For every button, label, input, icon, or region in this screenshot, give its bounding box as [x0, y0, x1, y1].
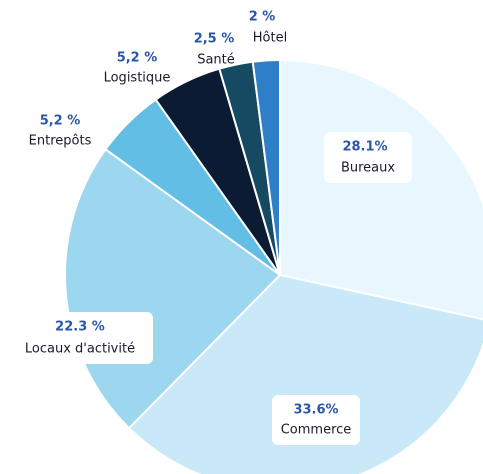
category-label: Logistique — [104, 71, 171, 86]
value-label: 2 % — [249, 10, 276, 25]
category-label: Hôtel — [253, 31, 287, 46]
pie-slice — [127, 273, 483, 474]
label-box — [272, 395, 360, 445]
category-label: Entrepôts — [29, 134, 92, 149]
label-box — [7, 312, 153, 364]
label-box — [324, 132, 412, 183]
category-label: Bureaux — [341, 161, 395, 176]
pie-slice — [279, 58, 483, 321]
category-label: Commerce — [281, 423, 352, 438]
value-label: 2,5 % — [194, 32, 235, 47]
value-label: 22.3 % — [55, 320, 105, 335]
value-label: 5,2 % — [117, 51, 158, 66]
value-label: 5,2 % — [40, 114, 81, 129]
value-label: 28.1% — [342, 140, 387, 155]
pie-slice — [251, 58, 281, 276]
category-label: Locaux d'activité — [25, 342, 135, 357]
category-label: Santé — [197, 53, 235, 68]
value-label: 33.6% — [293, 403, 338, 418]
